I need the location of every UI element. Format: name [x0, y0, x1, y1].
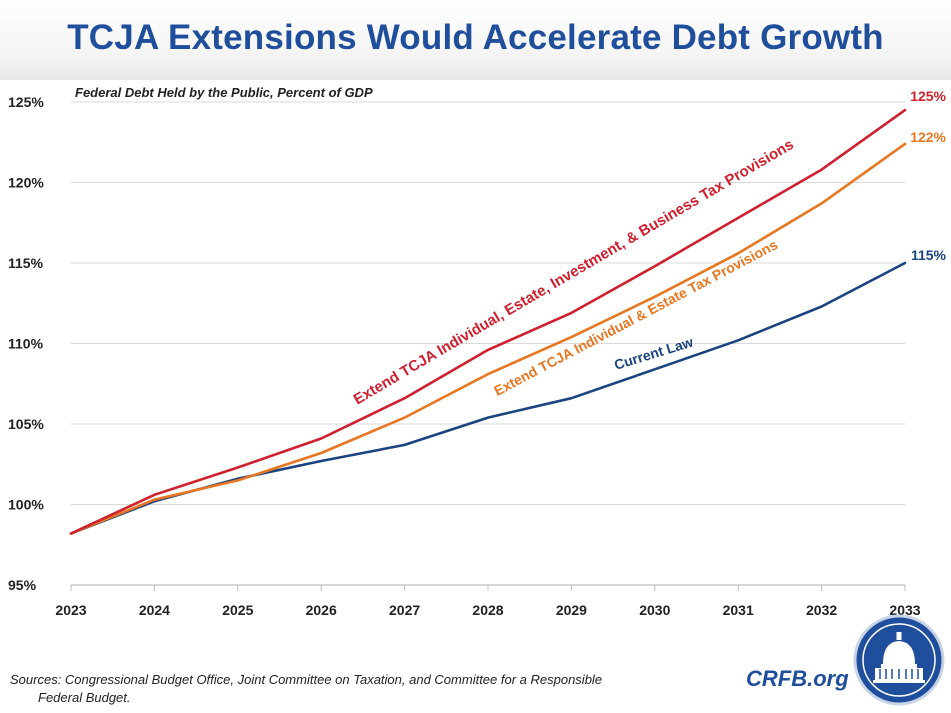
x-tick-label: 2023 [55, 602, 86, 618]
y-tick-label: 115% [8, 255, 44, 271]
x-tick-label: 2026 [306, 602, 337, 618]
chart-subtitle: Federal Debt Held by the Public, Percent… [75, 85, 373, 100]
series-end-label: 115% [911, 247, 947, 263]
chart-title: TCJA Extensions Would Accelerate Debt Gr… [67, 18, 884, 57]
series-end-label: 125% [910, 88, 946, 104]
x-tick-label: 2027 [389, 602, 420, 618]
series-line [69, 108, 907, 535]
y-tick-label: 110% [8, 336, 44, 352]
source-line-1: Sources: Congressional Budget Office, Jo… [10, 672, 603, 687]
x-tick-label: 2029 [556, 602, 587, 618]
series-label: Current Law [612, 334, 695, 373]
x-tick-label: 2033 [889, 602, 920, 618]
y-tick-label: 100% [8, 497, 44, 513]
x-tick-label: 2032 [806, 602, 837, 618]
capitol-seal-icon [853, 614, 945, 706]
source-note: Sources: Congressional Budget Office, Jo… [10, 671, 690, 707]
y-tick-label: 95% [8, 577, 37, 593]
x-tick-label: 2025 [222, 602, 253, 618]
series-label: Extend TCJA Individual & Estate Tax Prov… [491, 236, 780, 399]
series-line [69, 142, 907, 535]
series-end-label: 122% [910, 129, 946, 145]
x-tick-label: 2030 [639, 602, 670, 618]
y-tick-label: 120% [8, 175, 44, 191]
series-line [69, 261, 907, 535]
x-tick-label: 2031 [723, 602, 754, 618]
title-band: TCJA Extensions Would Accelerate Debt Gr… [0, 0, 951, 80]
source-line-2: Federal Budget. [38, 690, 131, 705]
y-tick-label: 105% [8, 416, 44, 432]
x-tick-label: 2028 [472, 602, 503, 618]
y-tick-label: 125% [8, 94, 44, 110]
brand-link[interactable]: CRFB.org [746, 666, 849, 691]
x-tick-label: 2024 [139, 602, 170, 618]
